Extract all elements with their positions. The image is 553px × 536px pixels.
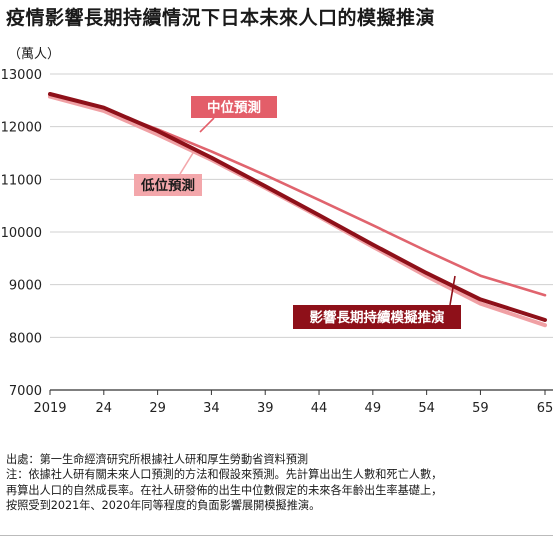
label-box: [134, 174, 202, 196]
grid-lines: [50, 73, 553, 391]
y-tick-label: 10000: [1, 226, 42, 241]
label-box: [191, 96, 277, 118]
series-lines: [48, 92, 547, 328]
label-leader-line: [199, 117, 215, 133]
y-tick-label: 13000: [1, 68, 42, 83]
y-tick-label: 8000: [9, 331, 42, 346]
chart-title: 疫情影響長期持續情況下日本未來人口的模擬推演: [6, 7, 436, 29]
y-tick-label: 12000: [1, 121, 42, 136]
y-tick-label: 9000: [9, 279, 42, 294]
series-label-medium: 中位預測: [207, 99, 261, 116]
series-label-low: 低位預測: [140, 177, 195, 194]
method-note: 注：依據社人研有關未來人口預測的方法和假設來預測。先計算出出生人數和死亡人數，再…: [6, 468, 443, 513]
x-tick-label: 59: [472, 401, 489, 416]
x-tick-label: 29: [149, 401, 166, 416]
x-tick-labels: 2019 24 29 34 39 44 49 54 59 65: [33, 390, 553, 416]
label-leader-line: [179, 152, 194, 175]
x-tick-label: 2019: [33, 401, 66, 416]
x-tick-label: 54: [418, 401, 435, 416]
series-line-2: [48, 94, 547, 328]
x-tick-label: 49: [365, 401, 382, 416]
x-tick-label: 34: [203, 401, 220, 416]
x-tick-label: 44: [311, 401, 328, 416]
y-tick-labels: 7000 8000 9000 10000 11000 12000 13000: [1, 68, 42, 399]
label-box: [293, 305, 461, 329]
x-tick-label: 24: [96, 401, 113, 416]
x-tick-label: 65: [537, 401, 553, 416]
x-tick-label: 39: [257, 401, 274, 416]
series-line-1: [48, 92, 547, 297]
footnotes: 出處：第一生命經濟研究所根據社人研和厚生勞動省資料預測 注：依據社人研有關未來人…: [6, 452, 446, 514]
series-label-sim: 影響長期持續模擬推演: [310, 309, 445, 326]
label-leader-line: [449, 275, 456, 306]
source-note: 出處：第一生命經濟研究所根據社人研和厚生勞動省資料預測: [6, 453, 309, 466]
y-tick-label: 7000: [9, 384, 42, 399]
y-tick-label: 11000: [1, 173, 42, 188]
y-unit-label: （萬人）: [8, 47, 61, 62]
